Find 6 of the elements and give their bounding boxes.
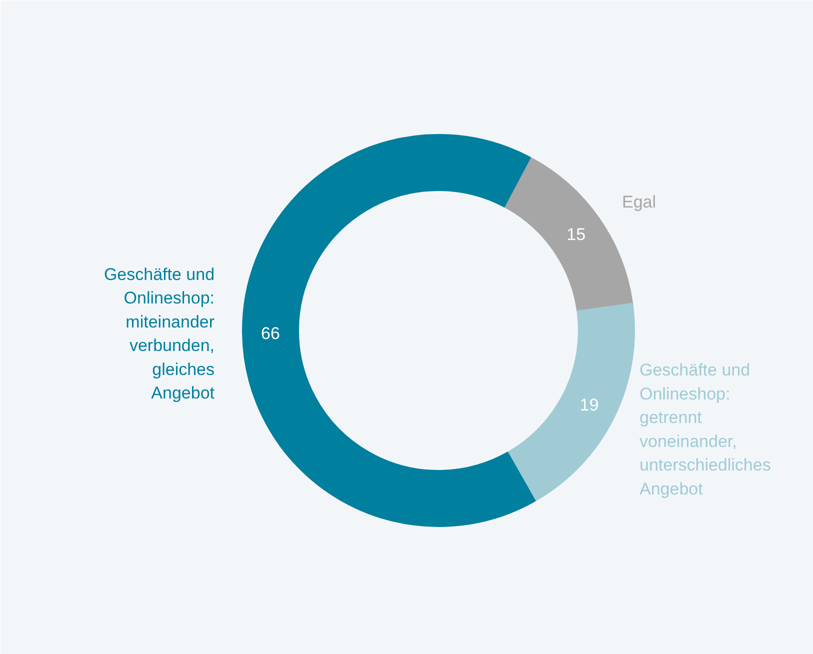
slice-label: Geschäfte und Onlineshop: getrennt voneinander, unterschiedliches Angebot [639,360,771,498]
data-label: 19 [580,396,599,415]
data-label: 15 [566,225,586,244]
slice-label: Geschäfte und Onlineshop: miteinander verbunden, gleiches Angebot [104,264,215,403]
slice-label: Egal [622,192,656,212]
data-label: 66 [261,324,280,343]
